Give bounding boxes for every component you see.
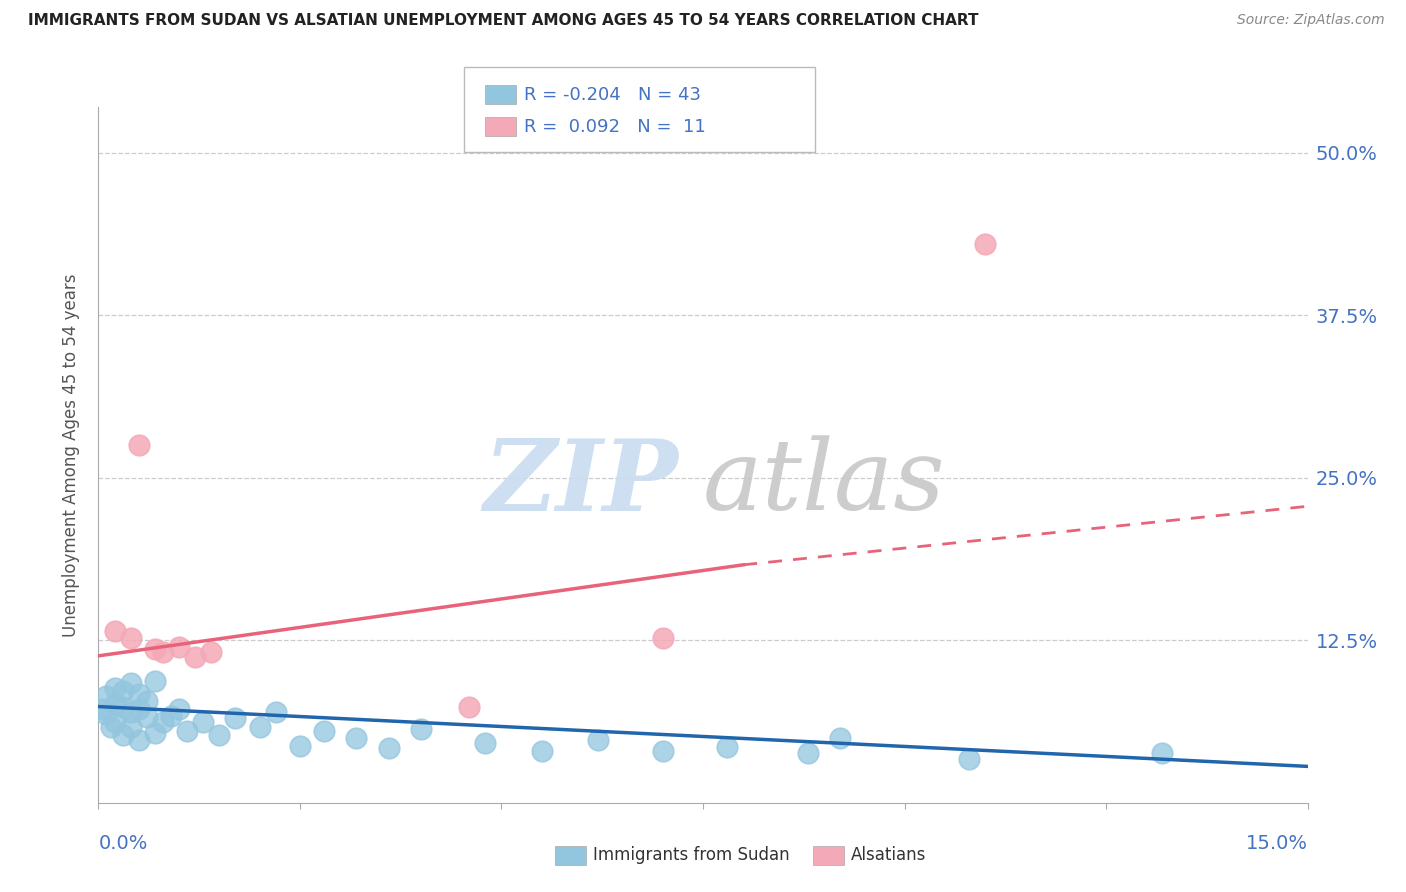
Point [651, 744, 673, 758]
Point [152, 645, 174, 659]
Point [530, 744, 553, 758]
Point [128, 702, 150, 716]
Point [91, 702, 114, 716]
Point [152, 715, 174, 730]
Point [96, 707, 118, 722]
Point [409, 722, 432, 736]
Point [377, 741, 399, 756]
Point [103, 697, 125, 711]
Point [143, 725, 166, 739]
Point [143, 673, 166, 688]
Text: R =  0.092   N =  11: R = 0.092 N = 11 [524, 118, 706, 136]
Point [120, 705, 142, 719]
Point [288, 739, 311, 753]
Point [96, 689, 118, 703]
Point [200, 645, 222, 659]
Point [193, 715, 215, 730]
Point [103, 681, 125, 696]
Y-axis label: Unemployment Among Ages 45 to 54 years: Unemployment Among Ages 45 to 54 years [62, 273, 80, 637]
Point [651, 631, 673, 645]
Point [208, 728, 231, 742]
Text: 0.0%: 0.0% [98, 834, 148, 853]
Text: IMMIGRANTS FROM SUDAN VS ALSATIAN UNEMPLOYMENT AMONG AGES 45 TO 54 YEARS CORRELA: IMMIGRANTS FROM SUDAN VS ALSATIAN UNEMPL… [28, 13, 979, 29]
Point [184, 650, 207, 665]
Text: Alsatians: Alsatians [851, 847, 927, 864]
Point [120, 720, 142, 734]
Point [135, 710, 157, 724]
Point [176, 724, 198, 739]
Point [314, 724, 336, 739]
Point [160, 708, 183, 723]
Point [135, 694, 157, 708]
Point [120, 631, 142, 645]
Point [143, 642, 166, 657]
Text: R = -0.204   N = 43: R = -0.204 N = 43 [524, 86, 702, 103]
Point [111, 728, 134, 742]
Point [100, 720, 122, 734]
Point [458, 699, 481, 714]
Point [111, 684, 134, 698]
Point [828, 731, 851, 745]
Point [344, 731, 367, 745]
Point [128, 438, 150, 452]
Point [224, 711, 246, 725]
Point [103, 624, 125, 639]
Point [474, 736, 496, 750]
Text: atlas: atlas [703, 435, 946, 531]
Point [797, 747, 820, 761]
Point [103, 715, 125, 730]
Text: Immigrants from Sudan: Immigrants from Sudan [593, 847, 790, 864]
Point [128, 733, 150, 747]
Text: 15.0%: 15.0% [1246, 834, 1308, 853]
Text: ZIP: ZIP [484, 434, 679, 531]
Point [120, 676, 142, 690]
Point [586, 733, 609, 747]
Point [249, 720, 271, 734]
Text: Source: ZipAtlas.com: Source: ZipAtlas.com [1237, 13, 1385, 28]
Point [1152, 747, 1174, 761]
Point [167, 702, 190, 716]
Point [974, 236, 997, 251]
Point [957, 751, 980, 765]
Point [264, 705, 287, 719]
Point [111, 699, 134, 714]
Point [128, 687, 150, 701]
Point [716, 739, 738, 754]
Point [167, 640, 190, 654]
